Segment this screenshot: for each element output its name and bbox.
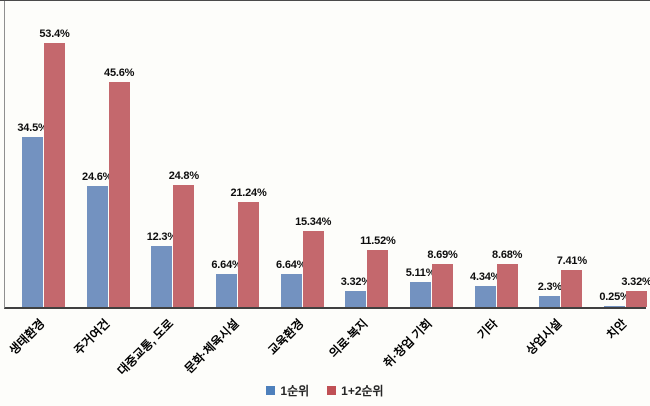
legend-swatch-rank1plus2 [327, 386, 336, 395]
bar-series2-cat8 [497, 264, 518, 307]
value-label-series2-cat7: 8.69% [411, 249, 475, 261]
value-label-series2-cat4: 21.24% [217, 187, 281, 199]
bar-series1-cat6 [345, 291, 366, 307]
category-label-8: 기타 [473, 315, 501, 343]
bar-series1-cat9 [539, 296, 560, 307]
legend-swatch-rank1 [266, 386, 275, 395]
value-label-series2-cat9: 7.41% [540, 255, 604, 267]
bar-series1-cat4 [216, 274, 237, 307]
category-label-1: 생태환경 [5, 315, 48, 358]
plot-area: 34.5%53.4%24.6%45.6%12.3%24.8%6.64%21.24… [4, 1, 646, 309]
value-label-series2-cat6: 11.52% [346, 235, 410, 247]
bar-series2-cat3 [173, 185, 194, 307]
bar-series1-cat7 [410, 282, 431, 307]
legend-label-rank1plus2: 1+2순위 [341, 382, 383, 399]
bar-series2-cat9 [561, 270, 582, 307]
bar-series2-cat1 [44, 43, 65, 307]
value-label-series2-cat2: 45.6% [87, 67, 151, 79]
value-label-series2-cat1: 53.4% [23, 28, 87, 40]
category-label-5: 교육환경 [263, 315, 306, 358]
bar-series2-cat10 [626, 291, 647, 307]
category-label-6: 의료·복지 [325, 315, 371, 361]
value-label-series2-cat5: 15.34% [281, 216, 345, 228]
bar-series1-cat3 [151, 246, 172, 307]
bar-series1-cat10 [604, 306, 625, 307]
bar-series1-cat8 [475, 286, 496, 307]
bar-series2-cat5 [303, 231, 324, 307]
legend-item-rank1: 1순위 [266, 382, 309, 399]
legend-label-rank1: 1순위 [280, 382, 309, 399]
category-label-10: 치안 [602, 315, 630, 343]
legend: 1순위 1+2순위 [0, 382, 650, 399]
bar-series1-cat1 [22, 137, 43, 307]
value-label-series2-cat3: 24.8% [152, 170, 216, 182]
bar-series2-cat2 [109, 82, 130, 307]
value-label-series2-cat10: 3.32% [605, 276, 650, 288]
category-label-7: 취·창업 기회 [380, 315, 436, 371]
bar-series1-cat5 [281, 274, 302, 307]
category-label-3: 대중교통, 도로 [114, 315, 178, 379]
value-label-series2-cat8: 8.68% [475, 249, 539, 261]
legend-item-rank1plus2: 1+2순위 [327, 382, 383, 399]
category-label-9: 상업시설 [522, 315, 565, 358]
category-label-4: 문화·체육시설 [180, 315, 242, 377]
bar-series2-cat7 [432, 264, 453, 307]
category-label-2: 주거여건 [69, 315, 112, 358]
bar-series2-cat4 [238, 202, 259, 307]
bar-series1-cat2 [87, 186, 108, 307]
bar-series2-cat6 [367, 250, 388, 307]
